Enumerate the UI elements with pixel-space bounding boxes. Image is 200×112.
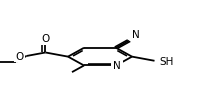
- Text: O: O: [15, 52, 23, 61]
- Text: N: N: [113, 61, 121, 71]
- Text: SH: SH: [160, 56, 174, 66]
- Text: N: N: [132, 30, 140, 40]
- Text: O: O: [41, 33, 50, 43]
